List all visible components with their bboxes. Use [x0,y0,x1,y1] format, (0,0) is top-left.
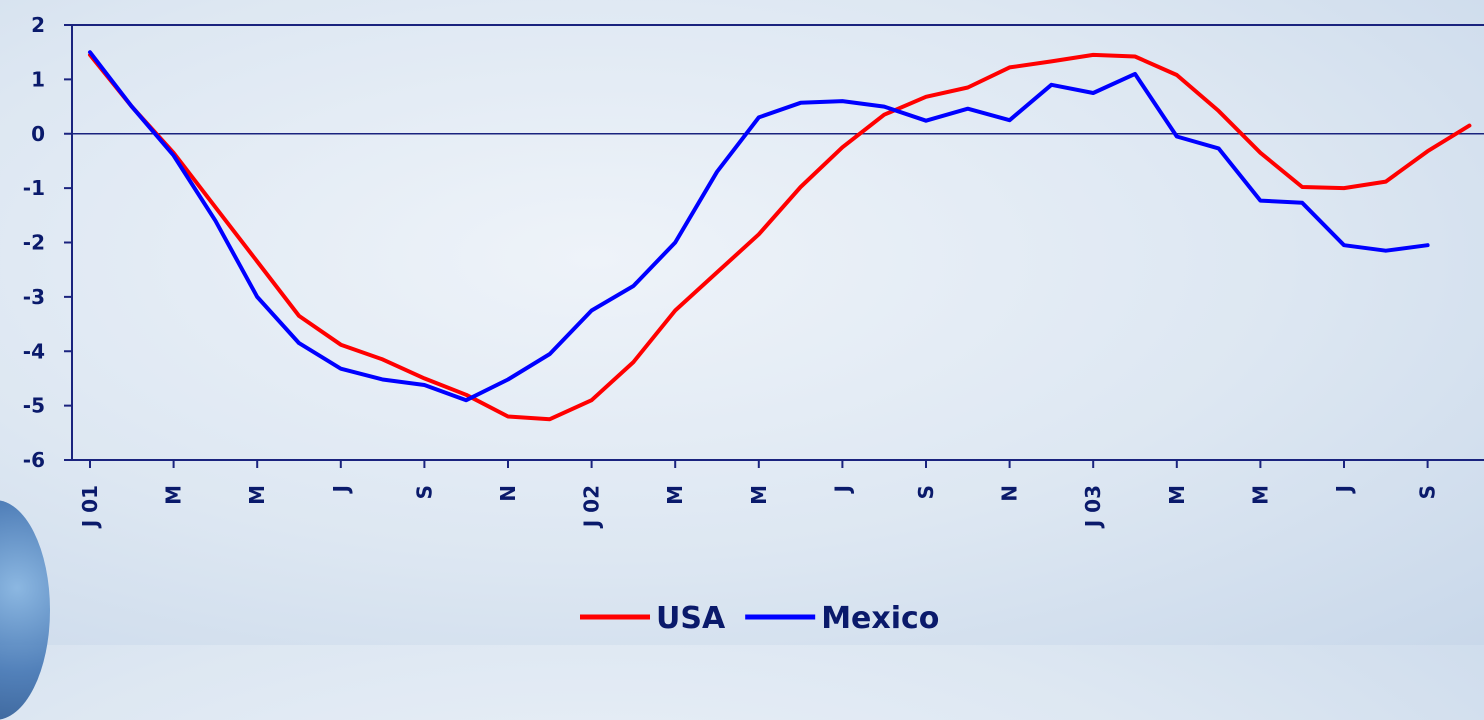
y-tick-label: -3 [23,285,45,309]
x-tick-label: J [329,485,353,494]
series-line-usa [88,52,1472,422]
x-tick-label: M [1165,485,1189,505]
x-tick-label: M [747,485,771,505]
x-tick-label: J [1332,485,1356,494]
x-tick-label: M [1248,485,1272,505]
x-tick-label: S [914,485,938,499]
x-tick-label: N [496,485,520,502]
y-tick-label: 0 [31,122,45,146]
y-axis-ticks: 2 1 0 -1 -2 -3 -4 -5 -6 [23,13,72,472]
x-tick-label: J [830,485,854,494]
legend: USA Mexico [580,601,939,636]
x-tick-label: S [1416,485,1440,499]
y-tick-label: 2 [31,13,45,37]
x-axis-ticks: J 01 M M J S N J 02 M M J S N J 03 M M J S [78,460,1440,529]
x-tick-label: M [162,485,186,505]
x-tick-label: M [663,485,687,505]
y-tick-label: 1 [31,67,45,91]
y-tick-label: -4 [23,339,45,363]
x-tick-label: N [998,485,1022,502]
line-chart: 2 1 0 -1 -2 -3 -4 -5 -6 J 01 M M J S N J 02 M M J S N J 03 M M… [23,13,1484,636]
x-tick-label: J 01 [78,485,102,529]
y-tick-label: -5 [23,394,45,418]
x-tick-label: J 03 [1081,485,1105,529]
y-tick-label: -1 [23,176,45,200]
legend-label-mexico: Mexico [821,601,939,636]
series-lines [88,50,1472,422]
y-tick-label: -6 [23,448,45,472]
chart-axes [71,24,1484,461]
x-tick-label: M [245,485,269,505]
x-tick-label: S [412,485,436,499]
x-tick-label: J 02 [580,485,604,529]
y-tick-label: -2 [23,231,45,255]
legend-label-usa: USA [656,601,726,636]
series-line-mexico [88,50,1430,403]
